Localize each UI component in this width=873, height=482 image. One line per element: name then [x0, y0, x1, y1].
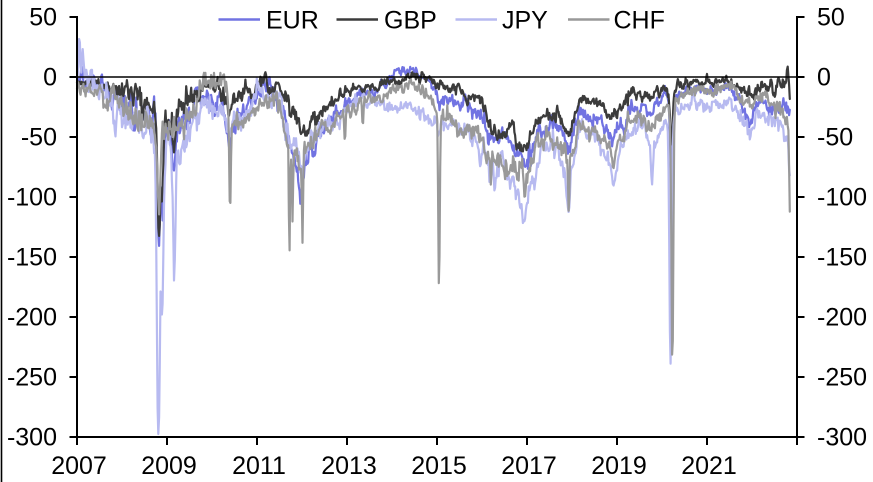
svg-text:2015: 2015 [411, 452, 467, 480]
svg-text:-200: -200 [7, 304, 57, 332]
svg-text:0: 0 [817, 64, 831, 92]
svg-text:-50: -50 [817, 124, 853, 152]
svg-text:0: 0 [43, 64, 57, 92]
svg-text:2009: 2009 [141, 452, 197, 480]
svg-text:JPY: JPY [502, 6, 548, 34]
svg-text:50: 50 [817, 4, 845, 32]
svg-text:-50: -50 [21, 124, 57, 152]
svg-text:-250: -250 [7, 364, 57, 392]
svg-text:-300: -300 [7, 424, 57, 452]
svg-text:-300: -300 [817, 424, 867, 452]
svg-text:-250: -250 [817, 364, 867, 392]
svg-text:2019: 2019 [591, 452, 647, 480]
svg-text:EUR: EUR [266, 6, 319, 34]
svg-text:2021: 2021 [681, 452, 737, 480]
svg-text:CHF: CHF [614, 6, 665, 34]
svg-text:GBP: GBP [384, 6, 437, 34]
svg-text:-100: -100 [7, 184, 57, 212]
svg-text:2007: 2007 [51, 452, 107, 480]
svg-text:-150: -150 [7, 244, 57, 272]
svg-text:2013: 2013 [321, 452, 377, 480]
svg-text:-150: -150 [817, 244, 867, 272]
svg-text:50: 50 [29, 4, 57, 32]
svg-text:-100: -100 [817, 184, 867, 212]
svg-text:-200: -200 [817, 304, 867, 332]
svg-text:2017: 2017 [501, 452, 557, 480]
svg-text:2011: 2011 [232, 452, 286, 480]
